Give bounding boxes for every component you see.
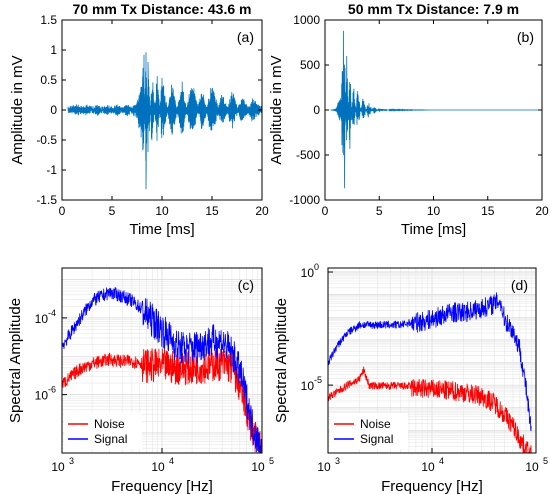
y-tick-label: 0 <box>50 103 57 117</box>
x-tick-exponent: 4 <box>169 456 174 466</box>
legend-label: Noise <box>360 417 391 431</box>
panel-letter: (a) <box>237 29 254 45</box>
panel-title: 50 mm Tx Distance: 7.9 m <box>348 1 519 17</box>
y-tick-label: -0.5 <box>36 133 57 147</box>
x-tick-label: 10 <box>251 460 265 474</box>
panel-b: 0 5 10 15 20 -1000 -500 0 500 1000 50 mm Tx Distan… <box>268 1 549 238</box>
y-tick-label: -500 <box>296 148 320 162</box>
legend-label: Signal <box>94 432 127 446</box>
panel-letter: (c) <box>238 277 254 293</box>
y-tick-label: 10 <box>301 266 315 280</box>
y-tick-label: 10 <box>35 389 49 403</box>
panel-c: 10 3 10 4 10 510 -410 -6(c)Frequency [Hz]Spectr… <box>7 267 274 494</box>
x-tick-label: 10 <box>525 460 539 474</box>
y-tick-exponent: -6 <box>48 385 56 395</box>
x-tick-label: 10 <box>155 204 169 218</box>
x-tick-exponent: 5 <box>543 456 548 466</box>
x-axis-label: Frequency [Hz] <box>381 478 483 494</box>
y-tick-label: 10 <box>35 312 49 326</box>
x-axis-label: Time [ms] <box>129 221 194 238</box>
y-tick-label: 1.5 <box>40 13 57 27</box>
x-axis-label: Time [ms] <box>401 221 466 238</box>
x-tick-label: 10 <box>317 460 331 474</box>
x-axis-label: Frequency [Hz] <box>111 478 213 494</box>
y-tick-label: -1.5 <box>36 193 57 207</box>
x-tick-label: 0 <box>322 204 329 218</box>
y-axis-label: Spectral Amplitude <box>7 298 24 423</box>
y-axis-label: Amplitude in mV <box>268 55 285 164</box>
panel-d: 10 3 10 4 10 510 010 -5(d)Frequency [Hz]Spectra… <box>273 262 548 494</box>
noise-spectrum-line <box>327 366 532 454</box>
x-tick-label: 10 <box>51 460 65 474</box>
x-tick-label: 20 <box>535 204 549 218</box>
panel-title: 70 mm Tx Distance: 43.6 m <box>73 1 252 17</box>
signal-spectrum-line <box>61 287 263 454</box>
x-tick-exponent: 3 <box>69 456 74 466</box>
x-tick-label: 0 <box>59 204 66 218</box>
panel-letter: (b) <box>517 29 534 45</box>
x-tick-label: 5 <box>109 204 116 218</box>
x-tick-label: 10 <box>427 204 441 218</box>
x-tick-label: 10 <box>421 460 435 474</box>
x-tick-label: 15 <box>481 204 495 218</box>
x-tick-exponent: 3 <box>335 456 340 466</box>
y-tick-label: -1 <box>46 163 57 177</box>
y-axis-label: Amplitude in mV <box>9 55 26 164</box>
y-tick-label: 0.5 <box>40 73 57 87</box>
panel-a: 0 5 10 15 20 -1.5 -1 -0.5 0 0.5 1 1.5 70 mm Tx Dista… <box>9 1 269 238</box>
y-tick-label: -1000 <box>289 193 320 207</box>
waveform-line <box>330 30 542 189</box>
panel-letter: (d) <box>511 277 528 293</box>
y-axis-label: Spectral Amplitude <box>273 298 290 423</box>
legend-box <box>330 413 408 449</box>
noise-spectrum-line <box>61 348 263 453</box>
x-tick-exponent: 4 <box>439 456 444 466</box>
legend-label: Noise <box>94 417 125 431</box>
x-tick-label: 10 <box>151 460 165 474</box>
y-tick-label: 500 <box>300 58 320 72</box>
y-tick-exponent: -5 <box>314 375 322 385</box>
legend-label: Signal <box>360 432 393 446</box>
y-tick-label: 1000 <box>293 13 320 27</box>
y-tick-exponent: -4 <box>48 308 56 318</box>
legend-box <box>64 413 142 449</box>
x-tick-label: 20 <box>255 204 269 218</box>
y-tick-label: 1 <box>50 43 57 57</box>
y-tick-label: 10 <box>301 379 315 393</box>
signal-spectrum-line <box>327 292 532 432</box>
x-tick-exponent: 5 <box>269 456 274 466</box>
y-tick-exponent: 0 <box>314 262 319 272</box>
waveform-line <box>67 52 263 190</box>
x-tick-label: 5 <box>376 204 383 218</box>
y-tick-label: 0 <box>313 103 320 117</box>
x-tick-label: 15 <box>205 204 219 218</box>
